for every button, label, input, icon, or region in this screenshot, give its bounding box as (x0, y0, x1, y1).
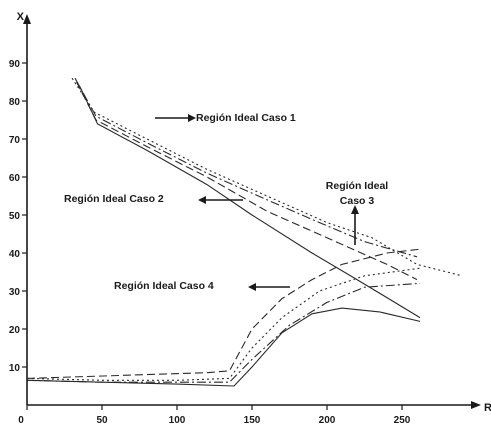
y-tick-label: 80 (9, 97, 21, 108)
x-axis: R (27, 401, 491, 414)
series-line-7 (26, 282, 421, 383)
x-tick-label: 150 (244, 415, 261, 426)
annotations: Región Ideal Caso 1 Región Ideal Caso 2 Re… (64, 112, 388, 292)
series-line-5 (26, 248, 421, 379)
x-tick-label: 100 (169, 415, 186, 426)
x-ticks: 0 50 100 150 200 250 (18, 405, 411, 426)
x-tick-label: 0 (18, 415, 24, 426)
annotation-caso1-text: Región Ideal Caso 1 (196, 112, 296, 124)
series-line-2 (74, 77, 418, 258)
x-tick-label: 50 (96, 415, 108, 426)
annotation-caso4-arrowhead (248, 283, 256, 291)
x-tick-label: 200 (319, 415, 336, 426)
y-axis-label: X (17, 11, 25, 23)
x-axis-label: R (484, 402, 491, 414)
series-line-1 (71, 77, 463, 277)
annotation-caso3-text: Caso 3 (340, 195, 375, 207)
annotation-caso2-arrowhead (198, 196, 206, 204)
series-line-3 (76, 81, 418, 281)
series-line-8 (26, 307, 421, 387)
series-layer (26, 77, 463, 387)
y-tick-label: 60 (9, 173, 21, 184)
y-tick-label: 50 (9, 211, 21, 222)
series-line-6 (26, 267, 421, 381)
y-tick-label: 40 (9, 249, 21, 260)
y-tick-label: 90 (9, 59, 21, 70)
y-tick-label: 30 (9, 287, 21, 298)
annotation-caso2-text: Región Ideal Caso 2 (64, 193, 164, 205)
annotation-caso4-text: Región Ideal Caso 4 (114, 280, 214, 292)
y-tick-label: 10 (9, 363, 21, 374)
annotation-caso1-arrowhead (188, 114, 196, 122)
annotation-caso3-arrowhead (351, 205, 359, 214)
annotation-caso3-text: Región Ideal (326, 180, 389, 192)
y-tick-label: 20 (9, 325, 21, 336)
y-ticks: 10 20 30 40 50 60 70 80 90 (9, 59, 27, 374)
x-tick-label: 250 (394, 415, 411, 426)
y-axis: X (17, 11, 31, 405)
y-tick-label: 70 (9, 135, 21, 146)
